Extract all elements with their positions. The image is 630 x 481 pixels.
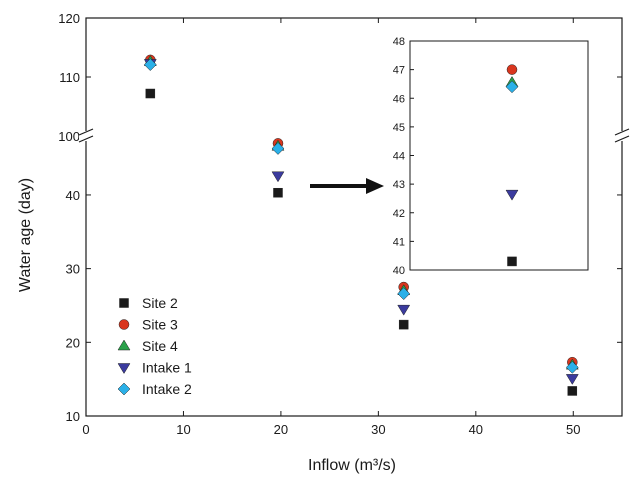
axis-break-gap <box>615 131 629 141</box>
inset-y-tick-label: 47 <box>393 65 405 77</box>
y-axis-label: Water age (day) <box>17 178 34 292</box>
data-point-intake-1 <box>565 374 579 385</box>
y-tick-label: 110 <box>59 70 80 85</box>
inset-data-point-intake-1 <box>505 189 519 201</box>
legend-marker-site-2 <box>119 298 129 308</box>
data-point-intake-2 <box>397 287 411 301</box>
axis-break-mark <box>614 128 630 136</box>
legend-marker-intake-2 <box>117 382 131 396</box>
legend-label: Intake 1 <box>142 360 192 376</box>
legend-marker-site-4 <box>117 339 131 351</box>
legend: Site 2 Site 3 Site 4 Intake 1 Intake 2 <box>117 295 192 397</box>
inset-y-tick-label: 44 <box>393 151 405 163</box>
data-point-intake-2 <box>565 361 579 374</box>
y-tick-label: 120 <box>58 11 80 26</box>
inset-data-point-intake-2 <box>505 80 519 94</box>
axis-break-gap <box>79 131 93 141</box>
inset-data-point-site-3 <box>506 64 518 75</box>
y-tick-label: 30 <box>66 262 80 277</box>
inset-y-tick-label: 46 <box>393 93 405 105</box>
legend-label: Site 4 <box>142 338 178 354</box>
x-tick-label: 0 <box>82 422 89 437</box>
data-point-site-2 <box>567 386 578 396</box>
x-tick-label: 50 <box>566 422 580 437</box>
axis-break-mark <box>78 135 94 143</box>
inset-y-tick-label: 45 <box>393 122 405 134</box>
inset-y-tick-label: 48 <box>393 36 405 48</box>
arrow-head <box>366 178 384 194</box>
data-point-site-2 <box>273 187 283 198</box>
data-point-site-2 <box>398 319 409 330</box>
x-tick-label: 30 <box>371 422 385 437</box>
x-tick-label: 20 <box>274 422 288 437</box>
y-tick-label: 10 <box>66 409 80 424</box>
x-tick-label: 10 <box>176 422 190 437</box>
data-point-intake-1 <box>271 171 285 183</box>
inset-frame <box>409 40 589 271</box>
inset-y-tick-label: 41 <box>393 236 405 248</box>
inset-y-tick-label: 42 <box>393 208 405 220</box>
legend-label: Site 3 <box>142 317 178 333</box>
inset-data-point-site-2 <box>507 256 517 267</box>
x-tick-label: 40 <box>469 422 483 437</box>
data-point-intake-2 <box>143 58 157 71</box>
legend-label: Intake 2 <box>142 381 192 397</box>
inset-y-tick-label: 40 <box>393 265 405 277</box>
legend-label: Site 2 <box>142 295 178 311</box>
legend-marker-site-3 <box>118 319 130 330</box>
y-tick-label: 40 <box>66 188 80 203</box>
data-point-intake-1 <box>397 304 411 316</box>
annotation-arrow <box>310 178 384 194</box>
main-plot-frame <box>85 17 623 417</box>
axis-break-mark <box>78 128 94 136</box>
y-tick-label: 20 <box>66 335 80 350</box>
legend-marker-intake-1 <box>117 363 131 374</box>
data-point-intake-2 <box>271 142 285 155</box>
inset-y-tick-label: 43 <box>393 179 405 191</box>
data-point-site-2 <box>145 88 156 99</box>
axis-break-mark <box>614 135 630 143</box>
inset-plot-area: 40 41 42 43 44 45 46 47 48 <box>393 36 589 277</box>
x-axis-label: Inflow (m³/s) <box>308 457 396 474</box>
y-tick-label: 100 <box>58 129 80 144</box>
